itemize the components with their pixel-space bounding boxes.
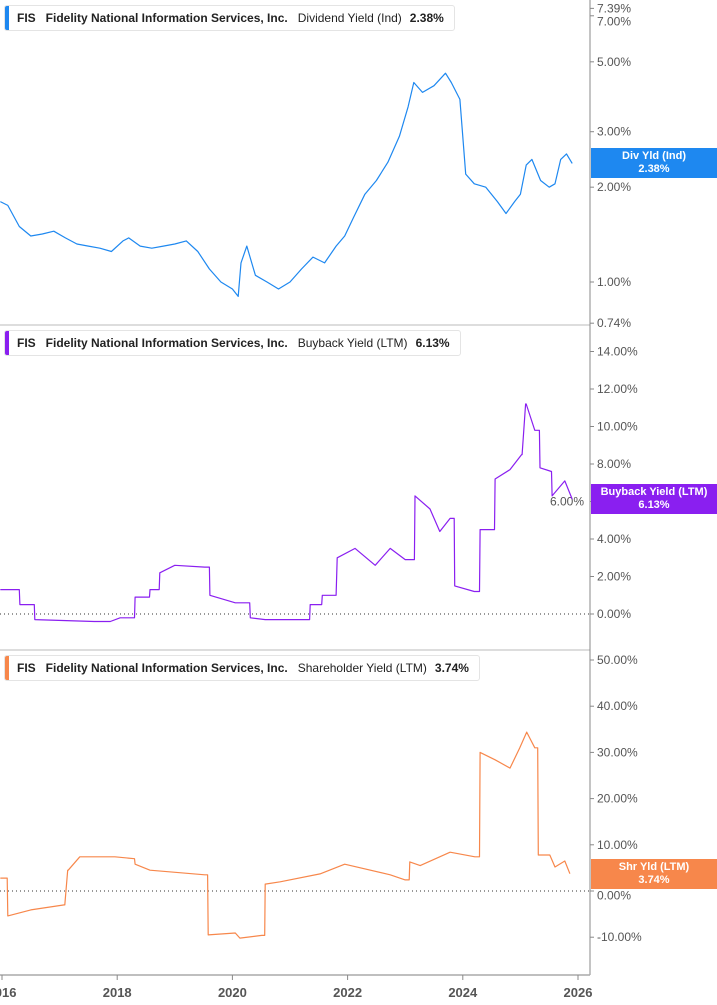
- x-tick-label: 2016: [0, 985, 16, 1000]
- badge-label: Buyback Yield (LTM): [600, 486, 708, 499]
- y-tick-label: 30.00%: [597, 745, 638, 759]
- y-tick-label: 10.00%: [597, 420, 638, 434]
- legend-company: Fidelity National Information Services, …: [45, 661, 288, 675]
- legend-ticker: FIS: [17, 11, 36, 25]
- last-value-badge: Buyback Yield (LTM) 6.13%: [591, 484, 717, 515]
- y-tick-label: 50.00%: [597, 653, 638, 667]
- series-line-dividend-yield-ind: [0, 72, 573, 297]
- y-tick-label: 2.00%: [597, 570, 631, 584]
- badge-label: Shr Yld (LTM): [618, 860, 690, 873]
- legend-current-value: 2.38%: [409, 11, 444, 25]
- last-value-badge: Shr Yld (LTM) 3.74%: [591, 858, 717, 889]
- legend: FIS Fidelity National Information Service…: [4, 655, 480, 681]
- y-tick-label: 12.00%: [597, 382, 638, 396]
- y-tick-label: 14.00%: [597, 345, 638, 359]
- y-tick-label: 3.00%: [597, 125, 631, 139]
- legend-company: Fidelity National Information Services, …: [45, 336, 288, 350]
- badge-value: 2.38%: [638, 163, 670, 176]
- legend-current-value: 6.13%: [415, 336, 450, 350]
- x-tick-label: 2020: [218, 985, 247, 1000]
- legend-ticker: FIS: [17, 336, 36, 350]
- legend-current-value: 3.74%: [434, 661, 469, 675]
- y-tick-label: 4.00%: [597, 532, 631, 546]
- y-tick-label: 10.00%: [597, 838, 638, 852]
- y-tick-label: 2.00%: [597, 180, 631, 194]
- y-tick-label: 7.00%: [597, 14, 631, 28]
- y-tick-label: 7.39%: [597, 1, 631, 15]
- y-tick-label: 5.00%: [597, 55, 631, 69]
- series-line-shareholder-yield-ltm: [0, 731, 571, 939]
- legend-ticker: FIS: [17, 661, 36, 675]
- y-tick-label: 20.00%: [597, 792, 638, 806]
- legend: FIS Fidelity National Information Service…: [4, 330, 461, 356]
- series-line-buyback-yield-ltm: [0, 403, 573, 623]
- legend-metric: Buyback Yield (LTM): [297, 336, 408, 350]
- last-value-badge: Div Yld (Ind) 2.38%: [591, 148, 717, 179]
- x-tick-label: 2024: [448, 985, 478, 1000]
- y-tick-label: 1.00%: [597, 275, 631, 289]
- y-tick-label: 0.00%: [597, 607, 631, 621]
- y-tick-label: 8.00%: [597, 457, 631, 471]
- legend-company: Fidelity National Information Services, …: [45, 11, 288, 25]
- y-tick-label: 6.00%: [550, 495, 584, 509]
- legend-metric: Dividend Yield (Ind): [297, 11, 402, 25]
- legend: FIS Fidelity National Information Service…: [4, 5, 455, 31]
- legend-color-swatch: [5, 6, 9, 30]
- y-tick-label: 40.00%: [597, 699, 638, 713]
- x-tick-label: 2022: [333, 985, 362, 1000]
- x-tick-label: 2018: [103, 985, 132, 1000]
- x-tick-label: 2026: [564, 985, 593, 1000]
- legend-color-swatch: [5, 331, 9, 355]
- badge-value: 6.13%: [638, 499, 670, 512]
- legend-color-swatch: [5, 656, 9, 680]
- badge-value: 3.74%: [638, 873, 670, 886]
- legend-metric: Shareholder Yield (LTM): [297, 661, 427, 675]
- badge-label: Div Yld (Ind): [622, 150, 686, 163]
- y-tick-label: 0.74%: [597, 316, 631, 330]
- y-tick-label: 0.00%: [597, 889, 631, 903]
- y-tick-label: -10.00%: [597, 930, 642, 944]
